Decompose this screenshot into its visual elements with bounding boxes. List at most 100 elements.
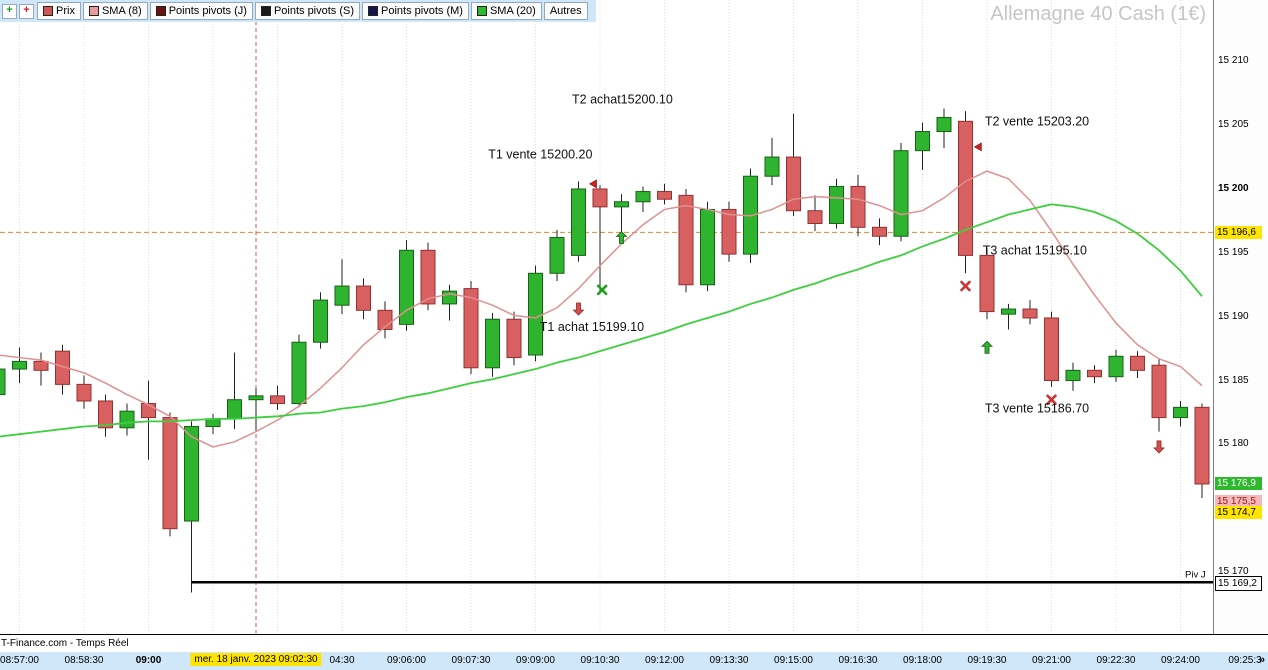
time-tick: 09:07:30	[451, 655, 491, 666]
trade-markers	[572, 142, 1165, 454]
candle	[958, 120, 973, 256]
time-tick: 09:24:00	[1161, 655, 1200, 666]
pivot-label: Piv J	[1185, 569, 1206, 580]
price-tick: 15 205	[1218, 119, 1249, 131]
price-tick: 15 190	[1218, 310, 1249, 322]
gridlines	[19, 0, 1181, 633]
time-tick: 09:09:00	[516, 655, 555, 666]
time-tick: 09:00	[135, 655, 162, 666]
time-tick: 09:10:30	[580, 655, 620, 666]
toolbar-button-points-pivots-j[interactable]: Points pivots (J)	[149, 2, 253, 20]
time-tick: 08:57:00	[0, 655, 39, 666]
time-tick: 09:18:00	[903, 655, 942, 666]
indicator-color-swatch	[260, 6, 271, 16]
candle	[270, 395, 285, 405]
candle	[829, 185, 844, 224]
toolbar-button-label: Autres	[549, 5, 582, 17]
candle	[592, 188, 608, 208]
candle	[1001, 308, 1016, 315]
price-tick: 15 170	[1218, 566, 1249, 578]
candle	[614, 201, 629, 208]
candle	[1108, 355, 1124, 378]
trade-annotation: T2 vente 15203.20	[985, 114, 1089, 128]
candle	[1022, 308, 1038, 319]
price-value-box: 15 175,5	[1215, 495, 1262, 509]
trade-flag-icon	[588, 179, 597, 189]
buy-order-icon[interactable]: +	[2, 3, 17, 19]
candle	[571, 188, 586, 256]
candlesticks	[0, 108, 1210, 593]
candle	[721, 208, 737, 255]
indicator-color-swatch	[88, 6, 99, 16]
candle	[313, 299, 328, 343]
trade-annotation: T3 achat 15195.10	[983, 243, 1087, 257]
candle	[463, 288, 479, 369]
candle	[1194, 406, 1210, 485]
time-tick: 04:30	[329, 655, 355, 666]
candle	[184, 426, 199, 522]
order-icons: + +	[2, 3, 34, 19]
price-tick: 15 195	[1218, 246, 1249, 258]
time-axis[interactable]: mer. 18 janv. 2023 09:02:30 » 08:57:00 08…	[0, 652, 1268, 670]
trade-annotation: T2 achat15200.10	[572, 93, 673, 107]
instrument-title: Allemagne 40 Cash (1€)	[990, 3, 1206, 25]
candle	[528, 272, 543, 356]
candle	[33, 360, 49, 371]
toolbar-button-points-pivots-s[interactable]: Points pivots (S)	[254, 2, 361, 20]
sma20-line	[0, 203, 1203, 438]
toolbar-button-label: Points pivots (J)	[168, 5, 247, 17]
toolbar-button-label: SMA (20)	[489, 5, 536, 17]
indicator-color-swatch	[43, 6, 53, 16]
time-tick: 09:13:30	[709, 655, 749, 666]
trade-annotation: T3 vente 15186.70	[985, 402, 1089, 416]
price-value-box: 15 169,2	[1215, 575, 1262, 591]
candle	[76, 383, 92, 402]
candle	[291, 341, 307, 405]
toolbar-button-sma-20[interactable]: SMA (20)	[470, 2, 542, 20]
toolbar-button-points-pivots-m[interactable]: Points pivots (M)	[362, 2, 469, 20]
candle	[506, 318, 522, 359]
chart-canvas[interactable]: Piv J T2 achat15200.10 T1 vente 15200.20 T1…	[0, 0, 1213, 634]
candle	[162, 417, 178, 530]
candle	[786, 156, 801, 212]
candle	[98, 400, 113, 429]
time-tick: 08:58:30	[64, 655, 104, 666]
toolbar-button-autres[interactable]: Autres	[543, 2, 588, 20]
candle	[248, 395, 264, 401]
price-axis[interactable]: 15 210 15 205 15 200 15 195 15 190 15 185 15 1…	[1213, 0, 1268, 634]
candle	[1151, 364, 1167, 419]
candle	[764, 156, 780, 177]
buy-arrow-icon	[615, 230, 628, 244]
status-bar: T-Finance.com - Temps Réel	[0, 634, 1268, 652]
candle	[635, 191, 651, 203]
candle	[700, 208, 715, 286]
time-tick: 09:06:00	[387, 655, 426, 666]
candle	[872, 226, 887, 237]
trade-annotation: T1 achat 15199.10	[540, 320, 644, 334]
sell-order-icon[interactable]: +	[19, 3, 34, 19]
candle	[356, 285, 371, 311]
indicator-color-swatch	[476, 6, 487, 16]
price-tick: 15 210	[1218, 55, 1249, 67]
candle	[420, 249, 436, 305]
sell-arrow-icon	[1153, 440, 1165, 454]
candle	[936, 116, 952, 133]
toolbar-button-sma-8[interactable]: SMA (8)	[82, 2, 148, 20]
time-tick: 09:21:00	[1032, 655, 1071, 666]
indicator-toolbar: + + Prix SMA (8) Points pivots (J) Points pi…	[0, 0, 596, 22]
candle	[1065, 369, 1081, 382]
indicator-color-swatch	[155, 6, 166, 16]
scroll-right-icon[interactable]: »	[1258, 654, 1265, 666]
candle	[227, 399, 242, 420]
trade-annotations: T2 achat15200.10 T1 vente 15200.20 T1 acha…	[488, 93, 1089, 416]
price-tick: 15 180	[1218, 438, 1249, 450]
price-value-box: 15 176,9	[1215, 477, 1262, 491]
candle	[0, 368, 6, 396]
toolbar-button-prix[interactable]: Prix	[37, 2, 81, 20]
price-tick: 15 185	[1218, 374, 1249, 386]
candle	[485, 318, 500, 369]
candle	[399, 249, 414, 325]
price-tick: 15 200	[1218, 182, 1249, 194]
toolbar-buttons: Prix SMA (8) Points pivots (J) Points pivot…	[37, 2, 588, 20]
sell-arrow-icon	[572, 302, 585, 316]
